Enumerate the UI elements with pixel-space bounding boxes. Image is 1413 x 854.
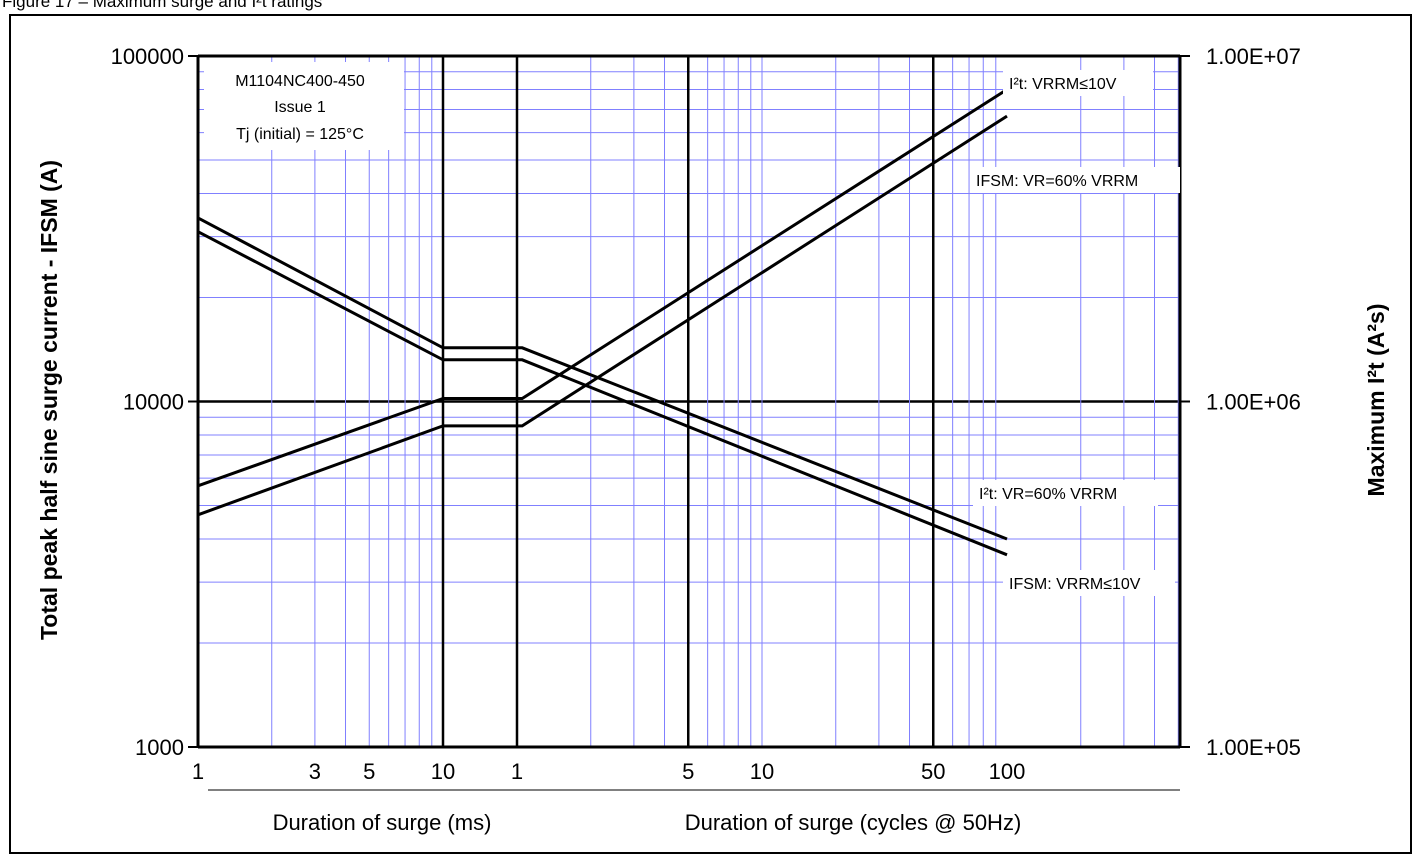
y-right-tick-label: 1.00E+07 xyxy=(1206,44,1301,69)
info-box-tj: Tj (initial) = 125°C xyxy=(236,126,364,143)
x-axis-title-cycles: Duration of surge (cycles @ 50Hz) xyxy=(685,810,1022,835)
y-right-axis-title: Maximum I²t (A²s) xyxy=(1363,304,1389,497)
series-line-4 xyxy=(197,216,1008,541)
y-left-tick-label: 100000 xyxy=(111,44,184,69)
annotation-ifsm-vrrm: IFSM: VRRM≤10V xyxy=(1009,576,1141,593)
info-box-issue: Issue 1 xyxy=(274,99,326,116)
x-tick-label-cycles: 100 xyxy=(989,759,1026,784)
x-axis-title-ms: Duration of surge (ms) xyxy=(273,810,492,835)
y-right-tick-label: 1.00E+05 xyxy=(1206,735,1301,760)
figure-caption: Figure 17 – Maximum surge and I²t rating… xyxy=(2,0,323,11)
x-tick-label-ms: 5 xyxy=(363,759,375,784)
x-tick-label-ms: 1 xyxy=(192,759,204,784)
series-line-3 xyxy=(197,114,1008,517)
y-left-axis-title: Total peak half sine surge current - IFS… xyxy=(36,160,62,640)
y-left-tick-label: 1000 xyxy=(135,735,184,760)
figure-frame xyxy=(9,14,1412,854)
x-tick-label-ms: 10 xyxy=(431,759,455,784)
annotation-i2t-vr60: I²t: VR=60% VRRM xyxy=(979,486,1117,503)
annotation-ifsm-vr60: IFSM: VR=60% VRRM xyxy=(976,173,1138,190)
axes xyxy=(188,54,1190,749)
y-left-tick-label: 10000 xyxy=(123,390,184,415)
x-tick-label-cycles: 10 xyxy=(750,759,774,784)
series-lines xyxy=(197,88,1008,557)
y-right-tick-label: 1.00E+06 xyxy=(1206,390,1301,415)
info-box: M1104NC400-450 Issue 1 Tj (initial) = 12… xyxy=(204,62,404,150)
series-line-1 xyxy=(197,88,1008,488)
x-tick-label-cycles: 1 xyxy=(511,759,523,784)
series-line-2 xyxy=(197,230,1008,557)
info-box-device: M1104NC400-450 xyxy=(235,73,365,90)
x-tick-label-cycles: 5 xyxy=(682,759,694,784)
x-tick-label-ms: 3 xyxy=(309,759,321,784)
series-annotations: I²t: VRRM≤10V IFSM: VR=60% VRRM I²t: VR=… xyxy=(970,70,1180,596)
annotation-i2t-vrrm: I²t: VRRM≤10V xyxy=(1009,76,1117,93)
grid xyxy=(196,56,1180,749)
tick-labels: 1000 10000 100000 1.00E+05 1.00E+06 1.00E+07 1… xyxy=(111,44,1301,784)
x-tick-label-cycles: 50 xyxy=(921,759,945,784)
